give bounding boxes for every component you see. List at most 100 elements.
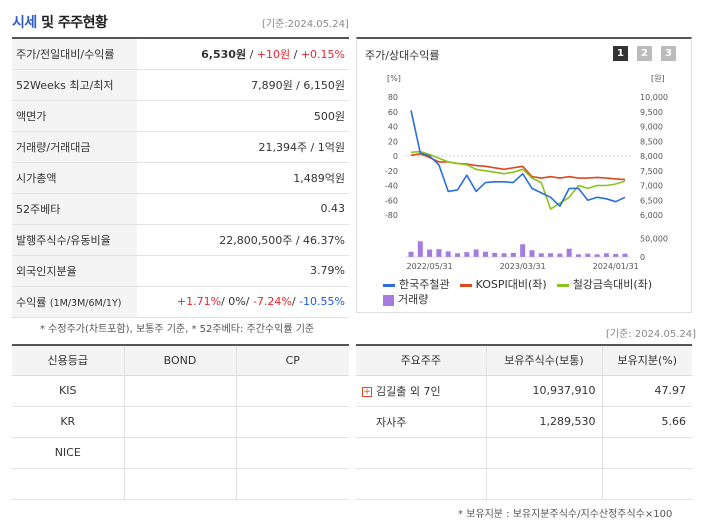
volume-bar — [482, 251, 488, 257]
credit-header-cp: CP — [235, 345, 349, 376]
share-header-pct: 보유지분(%) — [601, 345, 692, 376]
shareholder-shares — [485, 437, 602, 469]
left-axis-tick-label: 0 — [393, 152, 398, 161]
share-header-shares: 보유주식수(보통) — [485, 345, 602, 376]
right-axis-tick-label: 10,000 — [640, 93, 668, 102]
price-row: 52Weeks 최고/최저 7,890원 / 6,150원 — [12, 69, 349, 101]
share-footnote: * 보유지분 : 보유지분주식수/지수산정주식수×100 — [458, 509, 673, 520]
credit-cell: NICE — [12, 437, 124, 469]
chart-button-2[interactable]: 2 — [637, 46, 652, 61]
credit-cell — [123, 406, 236, 438]
legend-volume: 거래량 — [383, 292, 428, 307]
volume-bar — [557, 253, 563, 257]
price-row-value: 21,394주 / 1억원 — [137, 131, 349, 163]
volume-bar — [529, 250, 535, 257]
volume-bar — [613, 254, 619, 257]
shareholder-name: 자사주 — [376, 415, 407, 429]
credit-row — [12, 468, 349, 500]
credit-cell: KR — [12, 406, 124, 438]
current-price: 6,530원 — [201, 47, 247, 61]
shareholder-name: 김길출 외 7인 — [376, 384, 441, 398]
chart-button-3[interactable]: 3 — [661, 46, 676, 61]
left-axis-tick-label: -40 — [385, 182, 398, 191]
price-row-value: 0.43 — [137, 193, 349, 225]
returns-label: 수익률 (1M/3M/6M/1Y) — [12, 286, 137, 318]
separator: / — [246, 47, 257, 61]
credit-header-rating: 신용등급 — [12, 345, 124, 376]
credit-cell: KIS — [12, 375, 124, 407]
shareholder-row: + 김길출 외 7인 10,937,910 47.97 — [356, 375, 692, 407]
series-line-1 — [410, 110, 626, 207]
price-row-label: 주가/전일대비/수익률 — [12, 38, 137, 70]
return-3m: 0% — [228, 295, 246, 308]
right-axis-tick-label: 7,500 — [640, 167, 663, 176]
volume-bar — [436, 249, 442, 257]
price-row: 외국인지분율 3.79% — [12, 255, 349, 287]
x-axis-tick-label: 2024/01/31 — [593, 262, 639, 271]
chart-title: 주가/상대수익률 — [365, 49, 440, 62]
price-row-value: 7,890원 / 6,150원 — [137, 69, 349, 101]
price-row: 거래량/거래대금 21,394주 / 1억원 — [12, 131, 349, 163]
right-axis-tick-label: 8,500 — [640, 137, 663, 146]
returns-row: 수익률 (1M/3M/6M/1Y) +1.71%/ 0%/ -7.24%/ -10… — [12, 286, 349, 318]
volume-bar — [520, 244, 526, 257]
credit-header-bond: BOND — [123, 345, 236, 376]
price-row-label: 52Weeks 최고/최저 — [12, 69, 137, 101]
shareholder-name-cell: 자사주 — [356, 406, 486, 438]
return-1y: -10.55% — [299, 295, 345, 308]
volume-bar — [566, 248, 572, 257]
shareholder-shares: 1,289,530 — [485, 406, 602, 438]
shareholder-row — [356, 468, 692, 500]
volume-bar — [585, 253, 591, 257]
price-row-label: 거래량/거래대금 — [12, 131, 137, 163]
price-change: +10원 — [256, 47, 291, 61]
shareholder-name-cell — [356, 468, 486, 500]
shareholder-pct: 5.66 — [601, 406, 692, 438]
left-axis-unit: [%] — [387, 74, 401, 83]
separator: / — [290, 47, 301, 61]
volume-bar — [464, 252, 470, 257]
price-footnote: * 수정주가(차트포함), 보통주 기준, * 52주베타: 주간수익률 기준 — [40, 324, 315, 335]
volume-bar — [408, 251, 414, 257]
left-axis-tick-label: 80 — [388, 93, 398, 102]
volume-bar — [510, 252, 516, 257]
volume-bar — [417, 241, 423, 257]
price-change-pct: +0.15% — [300, 47, 345, 61]
series-line-3 — [410, 150, 626, 210]
shareholder-name-cell — [356, 437, 486, 469]
shareholder-pct: 47.97 — [601, 375, 692, 407]
credit-cell — [12, 468, 124, 500]
left-axis-tick-label: 20 — [388, 137, 398, 146]
volume-axis-tick-label: 0 — [640, 253, 645, 262]
volume-axis-tick-label: 50,000 — [640, 234, 668, 243]
credit-cell — [123, 437, 236, 469]
title-highlight: 시세 — [12, 15, 37, 31]
left-axis-tick-label: 60 — [388, 108, 398, 117]
right-axis-tick-label: 8,000 — [640, 152, 663, 161]
left-axis-tick-label: -60 — [385, 196, 398, 205]
shareholder-table: 주요주주 보유주식수(보통) 보유지분(%) + 김길출 외 7인 10,937,9… — [356, 344, 692, 500]
right-axis-tick-label: 9,000 — [640, 123, 663, 132]
price-row: 주가/전일대비/수익률 6,530원 / +10원 / +0.15% — [12, 38, 349, 70]
price-row-value: 500원 — [137, 100, 349, 132]
expand-plus-icon[interactable]: + — [362, 386, 372, 397]
credit-row: KIS — [12, 375, 349, 407]
price-row-value: 3.79% — [137, 255, 349, 287]
credit-cell — [123, 468, 236, 500]
price-chart: [%] [원] 80 60 40 20 0 -20 -40 -60 -80 10,000 9,500 9,… — [385, 74, 668, 271]
title-rest: 및 주주현황 — [41, 15, 108, 31]
left-axis-tick-label: -20 — [385, 167, 398, 176]
return-1m: +1.71% — [176, 295, 222, 308]
price-table: 주가/전일대비/수익률 6,530원 / +10원 / +0.15% 52Weeks… — [12, 37, 349, 318]
price-row-value: 6,530원 / +10원 / +0.15% — [137, 38, 349, 70]
volume-bar — [538, 253, 544, 257]
volume-bar — [445, 251, 451, 257]
shareholder-row: 자사주 1,289,530 5.66 — [356, 406, 692, 438]
chart-button-1[interactable]: 1 — [613, 46, 628, 61]
volume-bar — [455, 253, 461, 257]
x-axis-tick-label: 2023/03/31 — [500, 262, 546, 271]
price-row-label: 발행주식수/유동비율 — [12, 224, 137, 256]
chart-legend: 한국주철관 KOSPI대비(좌) 철강금속대비(좌) 거래량 — [383, 277, 683, 307]
chart-reference-date: [기준: 2024.05.24] — [606, 329, 697, 340]
right-axis-tick-label: 9,500 — [640, 108, 663, 117]
